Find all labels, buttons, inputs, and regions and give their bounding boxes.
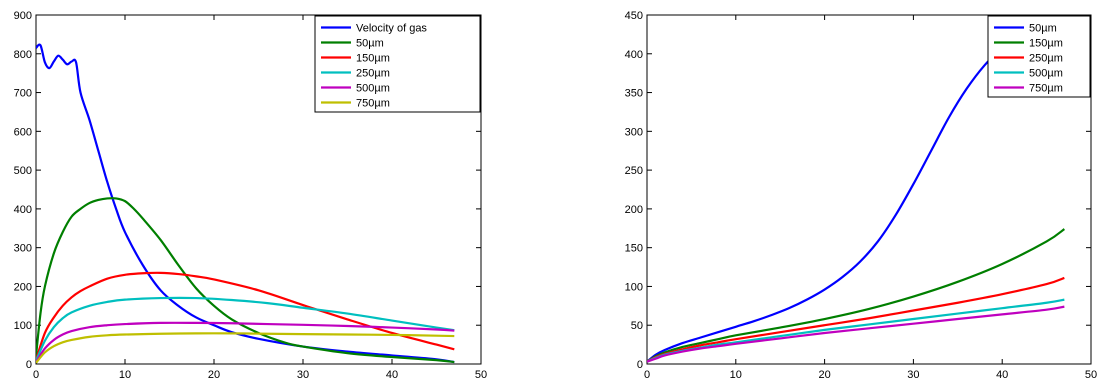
x-tick-label: 0 <box>644 369 650 381</box>
legend-label-150um: 150µm <box>1029 38 1063 50</box>
chart-right: 0 10 20 30 40 50 0 50 100 150 200 250 300 350 400 450 50… <box>625 10 1097 381</box>
x-tick-label: 40 <box>996 369 1008 381</box>
y-tick-label: 200 <box>14 281 32 293</box>
legend: 50µm 150µm 250µm 500µm 750µm <box>987 15 1091 98</box>
y-tick-label: 500 <box>14 165 32 177</box>
series-line-150um <box>36 271 455 361</box>
series-line-500um <box>36 321 455 363</box>
x-tick-label: 40 <box>386 369 398 381</box>
legend-label-250um: 250µm <box>356 68 390 80</box>
x-tick-label: 50 <box>1085 369 1097 381</box>
y-tick-label: 350 <box>625 88 643 100</box>
series-line-velocity-of-gas <box>36 43 455 364</box>
y-tick-label: 100 <box>625 281 643 293</box>
series-line-250um <box>36 296 455 362</box>
x-tick-label: 20 <box>818 369 830 381</box>
legend-label-250um: 250µm <box>1029 53 1063 65</box>
y-tick-label: 900 <box>14 10 32 22</box>
series-line-750um <box>36 332 455 364</box>
legend-label-500um: 500µm <box>1029 68 1063 80</box>
x-tick-label: 0 <box>33 369 39 381</box>
legend-label-50um: 50µm <box>1029 23 1057 35</box>
series-line-150um <box>647 228 1066 363</box>
y-tick-label: 0 <box>26 359 32 371</box>
chart-left: 0 10 20 30 40 500100200300400500600700800900V… <box>14 10 487 381</box>
y-tick-label: 400 <box>625 49 643 61</box>
legend-label-50um: 50µm <box>356 38 384 50</box>
x-tick-label: 10 <box>730 369 742 381</box>
x-tick-label: 30 <box>297 369 309 381</box>
legend-label-750um: 750µm <box>1029 83 1063 95</box>
y-tick-label: 600 <box>14 126 32 138</box>
legend-label-velocity-of-gas: Velocity of gas <box>356 23 427 35</box>
x-tick-label: 20 <box>208 369 220 381</box>
y-tick-label: 250 <box>625 165 643 177</box>
x-tick-label: 30 <box>907 369 919 381</box>
y-tick-label: 400 <box>14 204 32 216</box>
y-tick-label: 200 <box>625 204 643 216</box>
y-tick-label: 0 <box>637 359 643 371</box>
series-group <box>647 46 1066 363</box>
x-tick-label: 50 <box>475 369 487 381</box>
y-tick-label: 800 <box>14 49 32 61</box>
y-tick-label: 450 <box>625 10 643 22</box>
y-tick-label: 150 <box>625 243 643 255</box>
legend-label-150um: 150µm <box>356 53 390 65</box>
y-tick-label: 100 <box>14 320 32 332</box>
legend: Velocity of gas 50µm 150µm 250µm 500µm 750µm <box>314 15 481 113</box>
series-line-50um <box>647 46 1003 363</box>
series-line-50um <box>36 197 455 364</box>
series-line-750um <box>647 305 1065 363</box>
legend-label-500um: 500µm <box>356 83 390 95</box>
series-group <box>36 43 455 364</box>
legend-label-750um: 750µm <box>356 98 390 110</box>
x-tick-label: 10 <box>119 369 131 381</box>
y-tick-label: 50 <box>631 320 643 332</box>
y-tick-label: 700 <box>14 88 32 100</box>
legend-box <box>314 15 481 113</box>
y-tick-label: 300 <box>625 126 643 138</box>
y-tick-label: 300 <box>14 243 32 255</box>
